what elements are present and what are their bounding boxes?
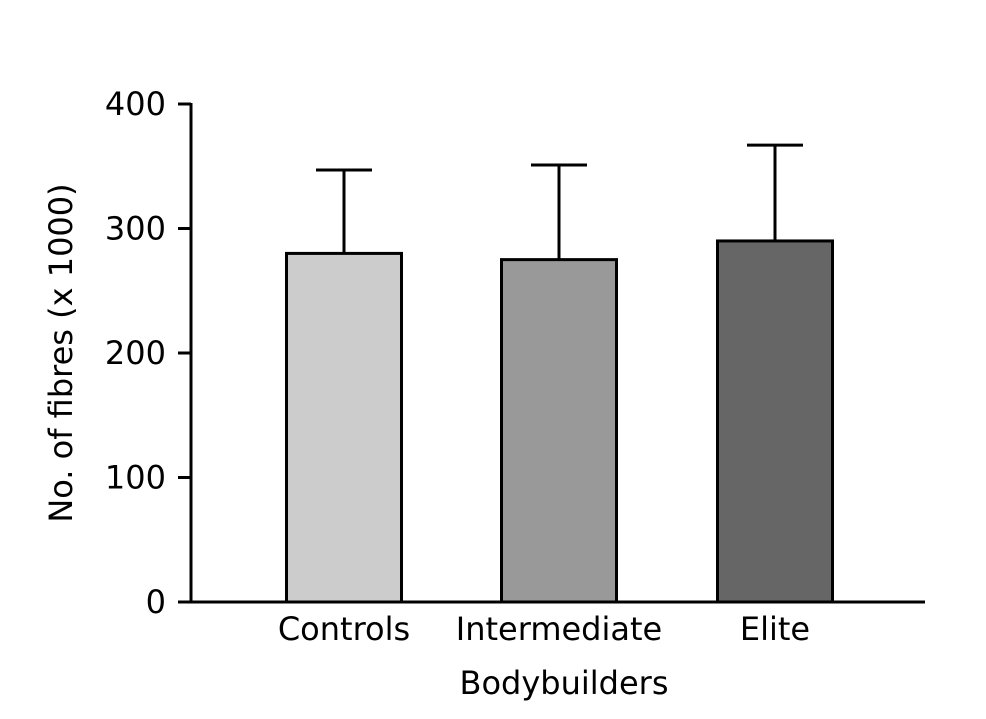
x-tick-label: Elite [740,610,810,648]
x-tick-label: Intermediate [456,610,662,648]
x-tick-label: Controls [278,610,410,648]
y-axis: 0 100 200 300 400 [105,85,193,621]
bar-controls [285,251,403,604]
y-tick-label: 200 [105,334,166,372]
x-axis-title: Bodybuilders [460,664,669,702]
y-tick-label: 400 [105,85,166,123]
y-axis-title: No. of fibres (x 1000) [42,183,80,522]
bar-elite [716,239,834,604]
bar-intermediate [500,258,618,604]
bars [285,239,834,604]
x-axis: Controls Intermediate Elite [178,600,925,648]
y-tick-label: 0 [146,583,166,621]
y-tick-label: 300 [105,210,166,248]
error-bars [316,143,803,260]
y-tick-label: 100 [105,459,166,497]
